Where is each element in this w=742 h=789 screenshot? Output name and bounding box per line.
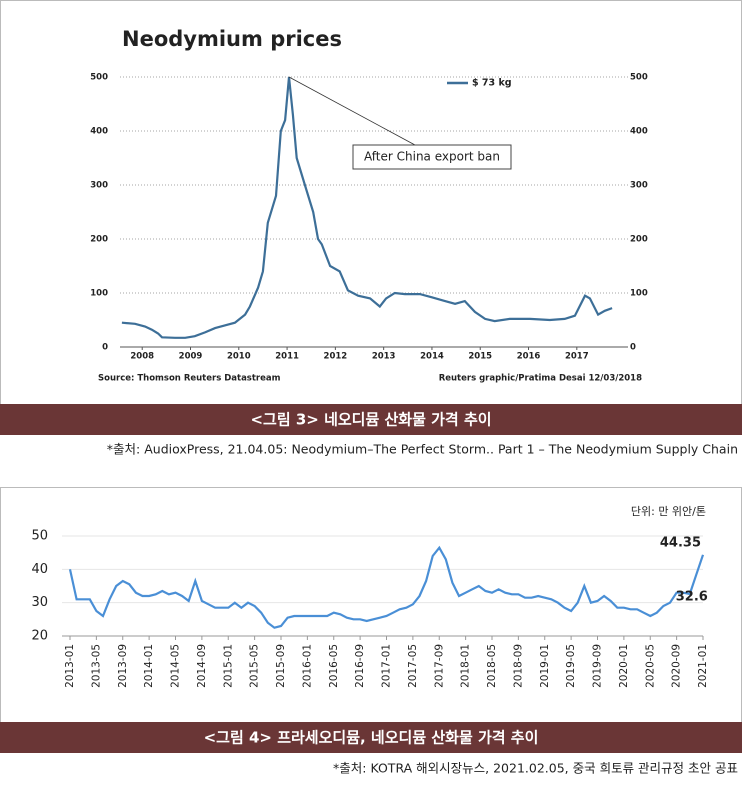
y2-tick-label: 400 — [630, 127, 648, 137]
y-tick-label: 100 — [90, 289, 108, 299]
x-tick-label: 2014-05 — [170, 644, 182, 688]
y-tick-label: 30 — [31, 595, 48, 610]
chart-title: Neodymium prices — [122, 27, 342, 51]
x-tick-label: 2016-09 — [354, 644, 366, 688]
x-tick-label: 2017-01 — [381, 644, 393, 688]
y2-tick-label: 200 — [630, 235, 648, 245]
caption: <그림 3> 네오디뮴 산화물 가격 추이 — [250, 411, 491, 429]
x-tick-label: 2017-05 — [407, 644, 419, 688]
figure-frame — [0, 0, 742, 435]
y-tick-label: 400 — [90, 127, 108, 137]
x-tick-label: 2012 — [324, 352, 348, 362]
x-tick-label: 2019-05 — [565, 644, 577, 688]
x-tick-label: 2016-01 — [301, 644, 313, 688]
legend-label: $ 73 kg — [472, 78, 512, 89]
x-tick-label: 2015-05 — [249, 644, 261, 688]
x-tick-label: 2017-09 — [433, 644, 445, 688]
y2-tick-label: 0 — [630, 343, 636, 353]
caption-bar — [0, 404, 742, 435]
x-tick-label: 2013-05 — [90, 644, 102, 688]
data-label: 44.35 — [660, 535, 701, 550]
y2-tick-label: 500 — [630, 73, 648, 83]
x-tick-label: 2020-05 — [644, 644, 656, 688]
x-tick-label: 2011 — [275, 352, 299, 362]
x-tick-label: 2013-01 — [64, 644, 76, 688]
y-tick-label: 0 — [102, 343, 108, 353]
x-tick-label: 2021-01 — [697, 644, 709, 688]
x-tick-label: 2015-09 — [275, 644, 287, 688]
x-tick-label: 2014-09 — [196, 644, 208, 688]
source-left: Source: Thomson Reuters Datastream — [98, 374, 281, 384]
y-tick-label: 200 — [90, 235, 108, 245]
source-right: Reuters graphic/Pratima Desai 12/03/2018 — [439, 374, 642, 384]
data-label: 32.6 — [676, 590, 708, 605]
series-line — [121, 76, 613, 339]
x-tick-label: 2013 — [372, 352, 396, 362]
x-tick-label: 2016-05 — [328, 644, 340, 688]
x-tick-label: 2008 — [130, 352, 154, 362]
y-tick-label: 50 — [31, 529, 48, 544]
y-tick-label: 500 — [90, 73, 108, 83]
caption-bar — [0, 722, 742, 753]
y-tick-label: 40 — [31, 562, 48, 577]
x-tick-label: 2020-09 — [671, 644, 683, 688]
x-tick-label: 2009 — [179, 352, 203, 362]
source: *출처: KOTRA 해외시장뉴스, 2021.02.05, 중국 희토류 관리… — [333, 761, 738, 776]
annotation-leader — [288, 76, 416, 146]
x-tick-label: 2013-09 — [117, 644, 129, 688]
annotation-box — [352, 144, 512, 170]
caption: <그림 4> 프라세오디뮴, 네오디뮴 산화물 가격 추이 — [204, 729, 539, 747]
unit-label: 단위: 만 위안/톤 — [631, 505, 706, 518]
series-line — [68, 545, 705, 629]
y-tick-label: 300 — [90, 181, 108, 191]
x-tick-label: 2016 — [517, 352, 541, 362]
x-tick-label: 2019-09 — [592, 644, 604, 688]
y2-tick-label: 300 — [630, 181, 648, 191]
annotation: After China export ban — [364, 150, 500, 164]
x-tick-label: 2010 — [227, 352, 251, 362]
source: *출처: AudioxPress, 21.04.05: Neodymium–Th… — [107, 442, 738, 457]
x-tick-label: 2017 — [565, 352, 589, 362]
x-tick-label: 2015 — [468, 352, 492, 362]
x-tick-label: 2014-01 — [143, 644, 155, 688]
x-tick-label: 2018-05 — [486, 644, 498, 688]
x-tick-label: 2018-01 — [460, 644, 472, 688]
x-tick-label: 2014 — [420, 352, 444, 362]
y2-tick-label: 100 — [630, 289, 648, 299]
x-tick-label: 2019-01 — [539, 644, 551, 688]
x-tick-label: 2020-01 — [618, 644, 630, 688]
x-tick-label: 2018-09 — [512, 644, 524, 688]
x-tick-label: 2015-01 — [222, 644, 234, 688]
y-tick-label: 20 — [31, 629, 48, 644]
